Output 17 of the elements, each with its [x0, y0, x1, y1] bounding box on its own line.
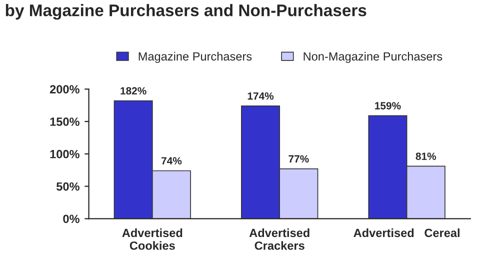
- y-tick-label: 0%: [63, 214, 80, 224]
- data-label: 174%: [248, 92, 274, 100]
- y-tick-label: 150%: [50, 118, 80, 126]
- data-label: 182%: [120, 87, 146, 95]
- x-tick-label: Advertised Cookies: [122, 228, 182, 250]
- y-tick-label: 200%: [50, 85, 80, 94]
- y-tick-label: 50%: [56, 182, 80, 191]
- data-label: 77%: [288, 155, 309, 163]
- data-label: 159%: [375, 102, 401, 110]
- data-label: 81%: [416, 152, 436, 160]
- data-label: 74%: [162, 157, 182, 164]
- x-tick-label: Advertised Crackers: [249, 228, 310, 250]
- x-tick-label: Advertised Cereal: [354, 228, 460, 238]
- legend-label: Non-Magazine Purchasers: [304, 52, 442, 63]
- y-tick-label: 100%: [50, 150, 80, 158]
- chart-title: by Magazine Purchasers and Non-Purchasers: [6, 4, 366, 20]
- legend-label: Magazine Purchasers: [138, 52, 252, 63]
